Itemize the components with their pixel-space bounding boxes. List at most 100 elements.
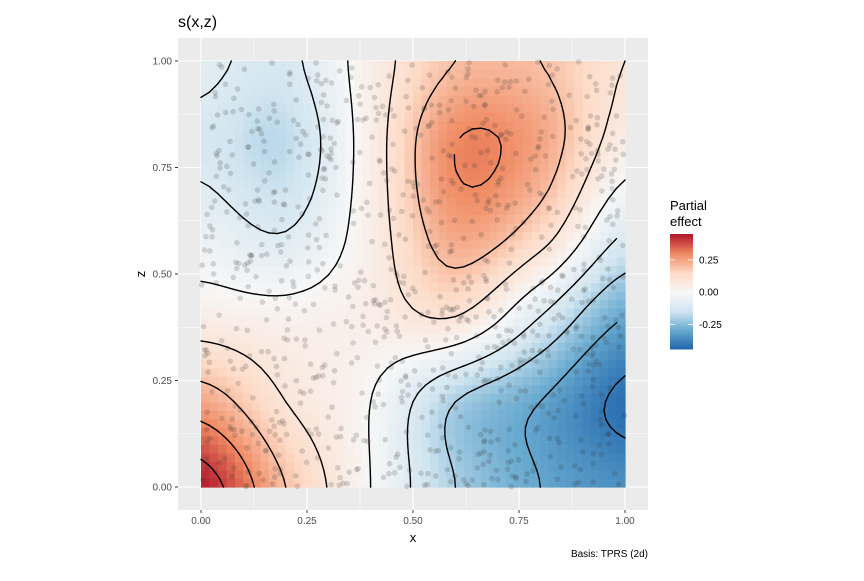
heatmap-cell bbox=[523, 95, 532, 104]
heatmap-cell bbox=[472, 155, 481, 164]
heatmap-cell bbox=[566, 104, 575, 113]
heatmap-cell bbox=[481, 419, 490, 428]
data-point bbox=[453, 405, 459, 411]
data-point bbox=[618, 73, 624, 79]
heatmap-cell bbox=[455, 121, 464, 130]
data-point bbox=[609, 171, 615, 177]
heatmap-cell bbox=[218, 402, 227, 411]
heatmap-cell bbox=[294, 172, 303, 181]
heatmap-cell bbox=[337, 376, 346, 385]
data-point bbox=[547, 205, 553, 211]
heatmap-cell bbox=[506, 172, 515, 181]
heatmap-cell bbox=[617, 385, 626, 394]
data-point bbox=[346, 469, 352, 475]
heatmap-cell bbox=[421, 138, 430, 147]
data-point bbox=[426, 244, 432, 250]
heatmap-cell bbox=[396, 112, 405, 121]
data-point bbox=[596, 254, 602, 260]
heatmap-cell bbox=[235, 129, 244, 138]
heatmap-cell bbox=[608, 359, 617, 368]
heatmap-cell bbox=[362, 342, 371, 351]
data-point bbox=[535, 59, 541, 65]
heatmap-cell bbox=[515, 419, 524, 428]
data-point bbox=[500, 340, 506, 346]
heatmap-cell bbox=[464, 223, 473, 232]
heatmap-cell bbox=[506, 317, 515, 326]
data-point bbox=[403, 373, 409, 379]
heatmap-cell bbox=[286, 163, 295, 172]
data-point bbox=[265, 349, 271, 355]
heatmap-cell bbox=[532, 214, 541, 223]
heatmap-cell bbox=[354, 197, 363, 206]
heatmap-cell bbox=[498, 444, 507, 453]
heatmap-cell bbox=[286, 129, 295, 138]
data-point bbox=[496, 333, 502, 339]
heatmap-cell bbox=[354, 368, 363, 377]
heatmap-cell bbox=[430, 163, 439, 172]
heatmap-cell bbox=[362, 334, 371, 343]
heatmap-cell bbox=[388, 410, 397, 419]
heatmap-cell bbox=[269, 257, 278, 266]
data-point bbox=[521, 220, 527, 226]
data-point bbox=[616, 344, 622, 350]
data-point bbox=[245, 328, 251, 334]
data-point bbox=[535, 333, 541, 339]
data-point bbox=[249, 419, 255, 425]
heatmap-cell bbox=[532, 172, 541, 181]
contour-segment bbox=[498, 137, 499, 138]
heatmap-cell bbox=[532, 265, 541, 274]
data-point bbox=[261, 138, 267, 144]
heatmap-cell bbox=[345, 257, 354, 266]
data-point bbox=[472, 163, 478, 169]
data-point bbox=[543, 153, 549, 159]
heatmap-cell bbox=[600, 470, 609, 479]
heatmap-cell bbox=[379, 61, 388, 70]
heatmap-cell bbox=[413, 274, 422, 283]
heatmap-cell bbox=[430, 308, 439, 317]
heatmap-cell bbox=[269, 214, 278, 223]
data-point bbox=[507, 260, 513, 266]
data-point bbox=[499, 85, 505, 91]
data-point bbox=[431, 367, 437, 373]
heatmap-cell bbox=[371, 70, 380, 79]
data-point bbox=[538, 349, 544, 355]
data-point bbox=[539, 129, 545, 135]
data-point bbox=[331, 380, 337, 386]
heatmap-cell bbox=[337, 385, 346, 394]
heatmap-cell bbox=[515, 240, 524, 249]
data-point bbox=[269, 417, 275, 423]
heatmap-cell bbox=[430, 189, 439, 198]
data-point bbox=[207, 248, 213, 254]
data-point bbox=[457, 449, 463, 455]
heatmap-cell bbox=[566, 231, 575, 240]
heatmap-cell bbox=[218, 274, 227, 283]
data-point bbox=[453, 287, 459, 293]
heatmap-cell bbox=[379, 419, 388, 428]
heatmap-cell bbox=[311, 87, 320, 96]
data-point bbox=[272, 189, 278, 195]
heatmap-cell bbox=[566, 308, 575, 317]
heatmap-cell bbox=[294, 78, 303, 87]
heatmap-cell bbox=[506, 189, 515, 198]
heatmap-cell bbox=[566, 61, 575, 70]
heatmap-cell bbox=[379, 342, 388, 351]
data-point bbox=[487, 429, 493, 435]
heatmap-cell bbox=[286, 359, 295, 368]
data-point bbox=[551, 415, 557, 421]
heatmap-cell bbox=[405, 257, 414, 266]
heatmap-cell bbox=[455, 146, 464, 155]
heatmap-cell bbox=[549, 359, 558, 368]
heatmap-cell bbox=[523, 104, 532, 113]
heatmap-cell bbox=[481, 317, 490, 326]
heatmap-cell bbox=[252, 410, 261, 419]
heatmap-cell bbox=[277, 223, 286, 232]
contour-segment bbox=[408, 419, 409, 428]
data-point bbox=[375, 391, 381, 397]
heatmap-cell bbox=[540, 376, 549, 385]
data-point bbox=[251, 161, 257, 167]
heatmap-cell bbox=[566, 274, 575, 283]
heatmap-cell bbox=[201, 146, 210, 155]
data-point bbox=[403, 236, 409, 242]
data-point bbox=[313, 60, 319, 66]
heatmap-cell bbox=[235, 78, 244, 87]
